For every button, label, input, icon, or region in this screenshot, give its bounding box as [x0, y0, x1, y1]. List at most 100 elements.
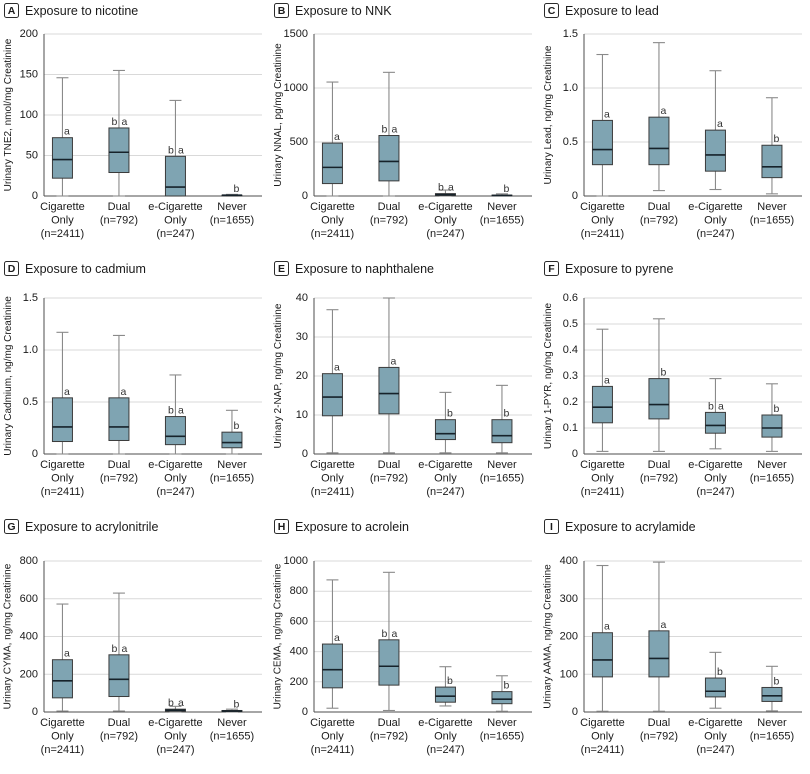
svg-text:a: a	[604, 621, 610, 633]
svg-text:(n=792): (n=792)	[100, 731, 138, 743]
svg-text:Only: Only	[434, 215, 457, 227]
svg-text:(n=2411): (n=2411)	[581, 486, 625, 498]
svg-text:50: 50	[26, 150, 38, 162]
svg-text:a: a	[391, 355, 397, 367]
svg-text:(n=2411): (n=2411)	[581, 744, 625, 756]
svg-text:400: 400	[290, 646, 308, 658]
svg-text:Dual: Dual	[108, 201, 131, 213]
svg-text:a: a	[334, 632, 340, 644]
svg-text:0.6: 0.6	[563, 292, 578, 304]
svg-text:a: a	[448, 182, 454, 194]
svg-text:200: 200	[290, 676, 308, 688]
svg-text:e-Cigarette: e-Cigarette	[418, 201, 472, 213]
svg-text:a: a	[122, 643, 128, 655]
svg-text:a: a	[604, 374, 610, 386]
svg-text:0: 0	[302, 190, 308, 202]
svg-text:b: b	[447, 408, 453, 420]
svg-text:600: 600	[20, 593, 38, 605]
svg-text:1000: 1000	[284, 555, 308, 567]
svg-text:0: 0	[572, 190, 578, 202]
svg-text:b: b	[234, 183, 240, 195]
svg-text:b: b	[234, 698, 240, 710]
svg-text:(n=247): (n=247)	[426, 744, 464, 756]
svg-text:(n=1655): (n=1655)	[210, 473, 254, 485]
svg-text:800: 800	[290, 585, 308, 597]
svg-text:Dual: Dual	[378, 459, 401, 471]
svg-text:(n=247): (n=247)	[696, 744, 734, 756]
svg-text:Cigarette: Cigarette	[40, 459, 85, 471]
svg-text:Never: Never	[487, 717, 517, 729]
svg-text:Only: Only	[704, 731, 727, 743]
svg-text:(n=247): (n=247)	[156, 228, 194, 240]
svg-text:b: b	[438, 182, 444, 194]
svg-text:Only: Only	[51, 731, 74, 743]
svg-text:(n=792): (n=792)	[370, 731, 408, 743]
svg-text:(n=792): (n=792)	[100, 215, 138, 227]
svg-text:b: b	[168, 405, 174, 417]
svg-text:Only: Only	[434, 473, 457, 485]
svg-text:b: b	[234, 420, 240, 432]
svg-text:Only: Only	[164, 731, 187, 743]
svg-text:200: 200	[560, 631, 578, 643]
svg-text:a: a	[178, 697, 184, 709]
svg-text:a: a	[64, 126, 70, 138]
svg-text:Cigarette: Cigarette	[580, 201, 625, 213]
svg-text:800: 800	[20, 555, 38, 567]
svg-text:1.5: 1.5	[23, 292, 38, 304]
svg-text:(n=1655): (n=1655)	[480, 215, 524, 227]
svg-text:400: 400	[20, 631, 38, 643]
svg-text:Never: Never	[487, 459, 517, 471]
svg-text:(n=247): (n=247)	[156, 486, 194, 498]
svg-text:b: b	[774, 403, 780, 415]
svg-text:(n=247): (n=247)	[696, 486, 734, 498]
svg-text:a: a	[604, 108, 610, 120]
svg-text:(n=792): (n=792)	[370, 215, 408, 227]
svg-text:(n=1655): (n=1655)	[750, 731, 794, 743]
svg-text:Dual: Dual	[648, 717, 671, 729]
svg-text:(n=792): (n=792)	[370, 473, 408, 485]
svg-text:a: a	[661, 619, 667, 631]
svg-text:Dual: Dual	[378, 201, 401, 213]
svg-text:40: 40	[296, 292, 308, 304]
svg-text:Cigarette: Cigarette	[580, 717, 625, 729]
svg-text:(n=1655): (n=1655)	[480, 731, 524, 743]
svg-text:(n=2411): (n=2411)	[311, 744, 355, 756]
svg-text:Cigarette: Cigarette	[580, 459, 625, 471]
svg-text:Cigarette: Cigarette	[40, 717, 85, 729]
svg-text:(n=2411): (n=2411)	[41, 744, 85, 756]
svg-text:1.0: 1.0	[23, 344, 38, 356]
svg-text:(n=2411): (n=2411)	[311, 486, 355, 498]
svg-text:Only: Only	[51, 473, 74, 485]
svg-text:b: b	[382, 124, 388, 136]
svg-text:e-Cigarette: e-Cigarette	[688, 201, 742, 213]
svg-text:(n=1655): (n=1655)	[210, 731, 254, 743]
svg-text:Only: Only	[51, 215, 74, 227]
svg-text:(n=247): (n=247)	[426, 228, 464, 240]
svg-text:Cigarette: Cigarette	[310, 717, 355, 729]
svg-text:300: 300	[560, 593, 578, 605]
svg-text:10: 10	[296, 409, 308, 421]
svg-text:e-Cigarette: e-Cigarette	[688, 459, 742, 471]
svg-text:b: b	[382, 628, 388, 640]
svg-text:Never: Never	[757, 201, 787, 213]
svg-text:1.5: 1.5	[563, 28, 578, 40]
svg-text:a: a	[717, 118, 723, 130]
svg-text:a: a	[121, 386, 127, 398]
svg-text:0.4: 0.4	[563, 344, 578, 356]
svg-text:150: 150	[20, 69, 38, 81]
svg-text:Dual: Dual	[108, 717, 131, 729]
svg-text:a: a	[178, 144, 184, 156]
svg-text:Dual: Dual	[648, 201, 671, 213]
svg-text:0: 0	[32, 190, 38, 202]
svg-text:b: b	[661, 367, 667, 379]
svg-text:(n=1655): (n=1655)	[480, 473, 524, 485]
svg-text:a: a	[334, 362, 340, 374]
svg-text:Never: Never	[487, 201, 517, 213]
svg-text:0: 0	[302, 448, 308, 460]
svg-text:Dual: Dual	[378, 717, 401, 729]
svg-text:Only: Only	[591, 731, 614, 743]
svg-text:Only: Only	[591, 215, 614, 227]
svg-text:b: b	[504, 183, 510, 195]
svg-text:a: a	[392, 124, 398, 136]
svg-text:(n=2411): (n=2411)	[41, 486, 85, 498]
